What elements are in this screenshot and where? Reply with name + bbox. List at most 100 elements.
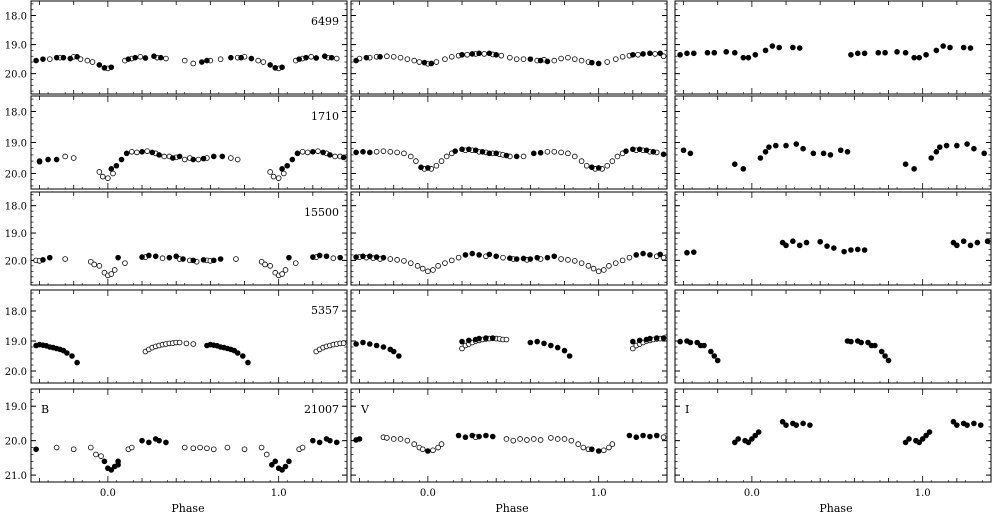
- filled-data-point: [272, 458, 279, 465]
- filled-data-point: [749, 436, 755, 442]
- filled-data-point: [947, 44, 953, 51]
- open-data-point: [292, 260, 299, 266]
- open-data-point: [394, 149, 400, 156]
- open-data-point: [652, 51, 658, 57]
- open-data-point: [330, 255, 337, 261]
- filled-data-point: [156, 152, 162, 158]
- filled-data-point: [390, 348, 397, 355]
- filled-data-point: [286, 458, 292, 465]
- filled-data-point: [687, 339, 694, 346]
- filled-data-point: [469, 432, 476, 439]
- filled-data-point: [954, 242, 960, 249]
- filled-data-point: [755, 429, 762, 435]
- open-data-point: [520, 153, 527, 160]
- filled-data-point: [854, 50, 861, 57]
- x-tick-label: 0.0: [744, 488, 760, 499]
- filled-data-point: [238, 54, 244, 61]
- filled-data-point: [796, 45, 803, 51]
- open-data-point: [571, 56, 578, 62]
- filled-data-point: [149, 149, 156, 156]
- y-tick-label: 18.0: [5, 108, 27, 119]
- open-data-point: [279, 271, 285, 277]
- open-data-point: [606, 263, 612, 269]
- open-data-point: [108, 271, 115, 277]
- open-data-point: [255, 57, 261, 64]
- y-tick-label: 19.0: [5, 402, 27, 413]
- filled-data-point: [636, 146, 643, 153]
- open-data-point: [105, 175, 111, 181]
- open-data-point: [520, 56, 527, 62]
- open-data-point: [425, 268, 431, 275]
- open-data-point: [98, 453, 104, 459]
- filled-data-point: [520, 255, 527, 262]
- filled-data-point: [279, 166, 285, 172]
- filled-data-point: [817, 238, 823, 245]
- filled-data-point: [45, 156, 51, 163]
- filled-data-point: [848, 338, 854, 345]
- open-data-point: [558, 256, 564, 262]
- filled-data-point: [752, 51, 759, 58]
- filled-data-point: [548, 342, 554, 349]
- open-data-point: [397, 436, 404, 442]
- open-data-point: [404, 437, 411, 444]
- filled-data-point: [459, 338, 465, 345]
- open-data-point: [635, 51, 641, 58]
- open-data-point: [308, 53, 314, 60]
- panel-frame: [674, 95, 992, 190]
- open-data-point: [96, 263, 103, 269]
- open-data-point: [503, 336, 510, 343]
- open-data-point: [413, 158, 419, 164]
- filled-data-point: [493, 150, 499, 157]
- filled-data-point: [366, 341, 373, 347]
- open-data-point: [275, 175, 282, 181]
- open-data-point: [91, 261, 97, 268]
- filled-data-point: [690, 50, 697, 57]
- filled-data-point: [928, 155, 935, 161]
- filled-data-point: [964, 422, 970, 428]
- panel-1710-V: [350, 95, 668, 190]
- filled-data-point: [316, 252, 323, 259]
- open-data-point: [558, 149, 564, 156]
- open-data-point: [263, 451, 270, 458]
- filled-data-point: [745, 439, 752, 446]
- open-data-point: [551, 149, 558, 155]
- open-data-point: [332, 153, 338, 160]
- y-tick-label: 18.0: [5, 202, 27, 213]
- open-data-point: [595, 268, 602, 275]
- y-tick-label: 20.0: [5, 437, 27, 448]
- open-data-point: [430, 267, 436, 273]
- open-data-point: [190, 445, 197, 452]
- open-data-point: [84, 57, 91, 64]
- filled-data-point: [108, 64, 115, 71]
- filled-data-point: [566, 353, 573, 359]
- filled-data-point: [971, 420, 977, 427]
- filled-data-point: [396, 353, 402, 359]
- filled-data-point: [783, 422, 789, 428]
- filled-data-point: [74, 53, 80, 60]
- panel-5357-I: [674, 289, 992, 384]
- filled-data-point: [731, 49, 738, 56]
- open-data-point: [262, 261, 268, 268]
- filled-data-point: [633, 434, 640, 441]
- open-data-point: [387, 149, 394, 155]
- open-data-point: [299, 444, 306, 451]
- filled-data-point: [118, 156, 125, 163]
- filled-data-point: [328, 54, 335, 61]
- x-tick-label: 1.0: [271, 488, 287, 499]
- filled-data-point: [204, 57, 210, 64]
- open-data-point: [578, 57, 585, 64]
- panel-6499-I: [674, 0, 992, 95]
- open-data-point: [612, 56, 619, 62]
- filled-data-point: [711, 49, 718, 56]
- open-data-point: [224, 444, 231, 451]
- filled-data-point: [757, 155, 764, 161]
- panel-6499-B: 18.0 19.0 20.0 6499: [5, 0, 348, 95]
- filled-data-point: [762, 47, 769, 54]
- open-data-point: [258, 444, 265, 451]
- panel-frame: [674, 388, 992, 483]
- filled-data-point: [762, 149, 769, 155]
- filled-data-point: [60, 54, 67, 61]
- filled-data-point: [640, 250, 646, 257]
- filled-data-point: [848, 247, 854, 253]
- filled-data-point: [353, 149, 359, 156]
